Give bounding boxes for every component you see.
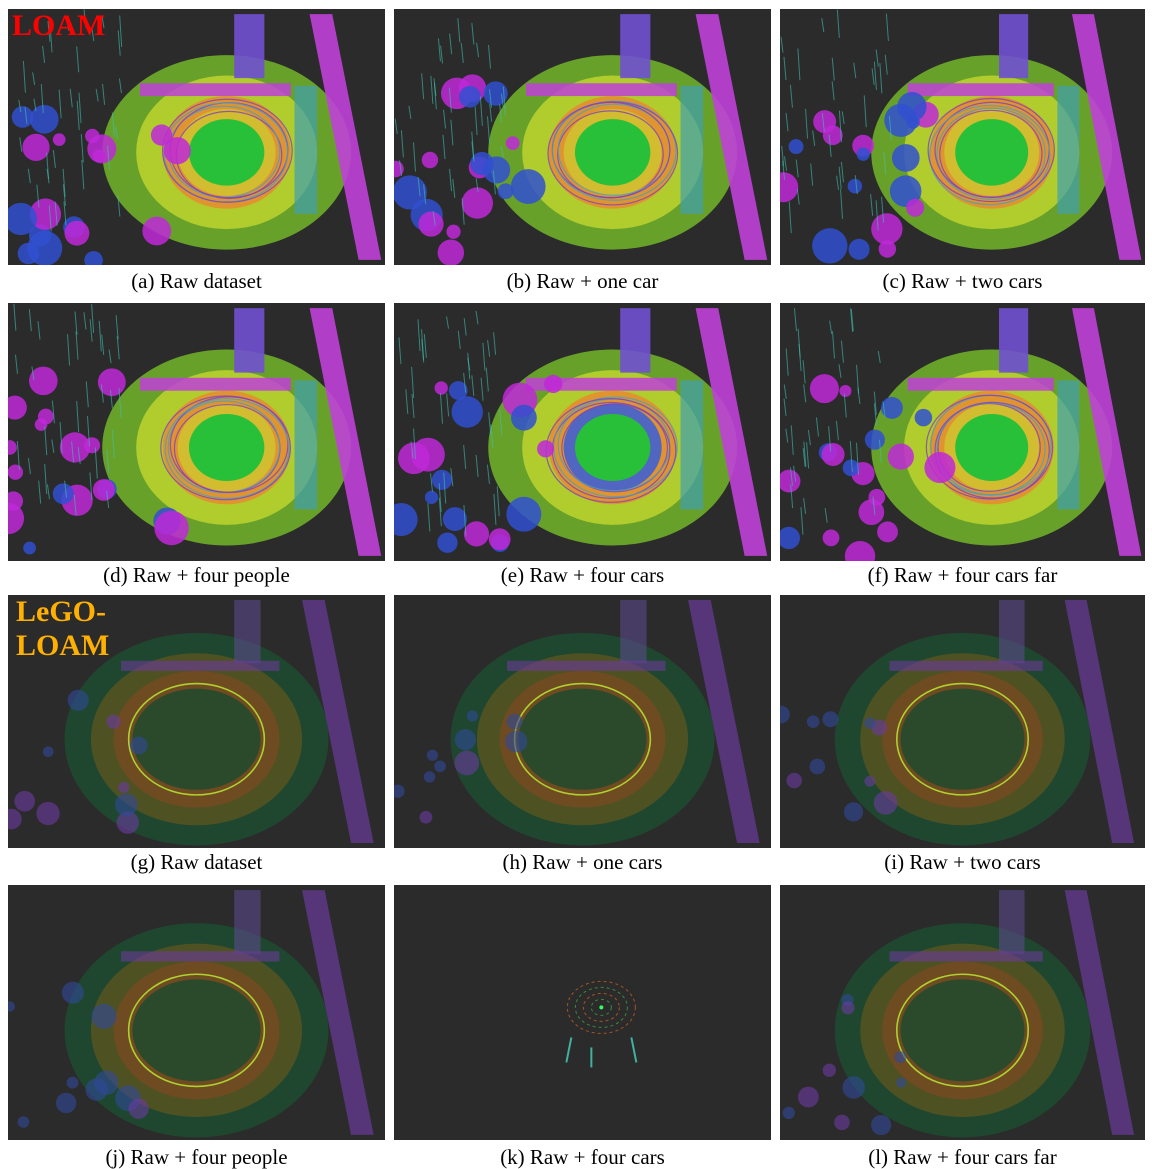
map-panel-d — [8, 303, 385, 561]
loam-label: LOAM — [12, 9, 106, 42]
lego-loam-label: LeGO- LOAM — [16, 595, 110, 662]
map-panel-b — [394, 9, 771, 265]
caption-l: (l) Raw + four cars far — [868, 1145, 1057, 1169]
map-panel-i — [780, 595, 1145, 848]
point-cloud-map-a — [8, 9, 382, 265]
map-panel-c — [780, 9, 1145, 265]
point-cloud-map-i — [780, 600, 1135, 846]
map-panel-f — [780, 303, 1145, 561]
map-panel-e — [394, 303, 771, 561]
caption-h: (h) Raw + one cars — [502, 850, 663, 874]
caption-j: (j) Raw + four people — [105, 1145, 288, 1169]
point-cloud-map-k — [565, 980, 638, 1068]
point-cloud-map-j — [8, 890, 374, 1138]
caption-a: (a) Raw dataset — [131, 269, 262, 293]
point-cloud-map-g — [8, 600, 374, 846]
point-cloud-map-f — [780, 308, 1142, 561]
caption-c: (c) Raw + two cars — [882, 269, 1043, 293]
point-cloud-map-c — [780, 9, 1142, 264]
caption-i: (i) Raw + two cars — [884, 850, 1041, 874]
map-panel-l — [780, 885, 1145, 1140]
point-cloud-map-l — [782, 890, 1135, 1138]
map-panel-a — [8, 9, 385, 265]
caption-b: (b) Raw + one car — [506, 269, 659, 293]
map-panel-h — [394, 595, 771, 848]
point-cloud-map-h — [394, 600, 760, 846]
map-panel-g — [8, 595, 385, 848]
caption-f: (f) Raw + four cars far — [867, 563, 1058, 587]
map-panel-j — [8, 885, 385, 1140]
map-panel-k — [394, 885, 771, 1140]
caption-e: (e) Raw + four cars — [500, 563, 665, 587]
point-cloud-map-b — [394, 14, 768, 265]
caption-k: (k) Raw + four cars — [500, 1145, 665, 1169]
point-cloud-map-d — [8, 303, 382, 556]
caption-g: (g) Raw dataset — [130, 850, 263, 874]
caption-d: (d) Raw + four people — [103, 563, 290, 587]
point-cloud-map-e — [394, 308, 768, 556]
